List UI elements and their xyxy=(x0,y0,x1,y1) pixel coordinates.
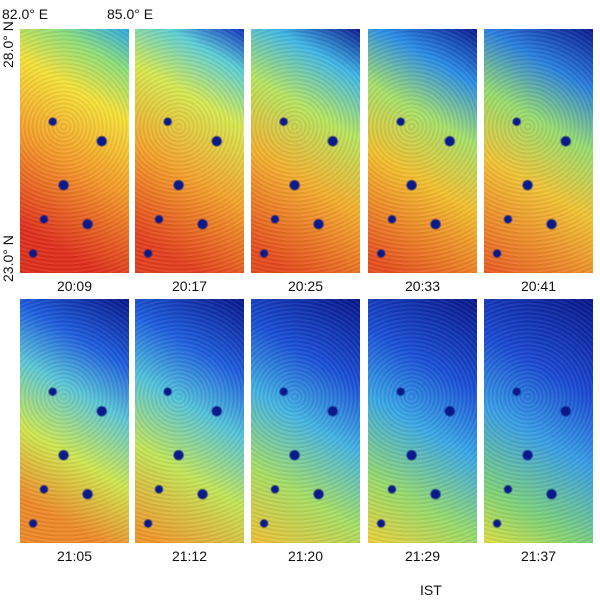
panel-time-label: 20:41 xyxy=(520,278,557,294)
time-zone-label: IST xyxy=(420,582,442,598)
satellite-image-panel xyxy=(368,299,477,543)
panel-time-label: 21:05 xyxy=(56,548,93,564)
satellite-image-panel xyxy=(251,299,360,543)
panel-time-label: 20:17 xyxy=(171,278,208,294)
longitude-label-85e: 85.0° E xyxy=(107,6,154,22)
latitude-label-23n: 23.0° N xyxy=(0,235,16,282)
satellite-image-panel xyxy=(484,299,593,543)
panel-time-label: 21:12 xyxy=(171,548,208,564)
latitude-label-28n: 28.0° N xyxy=(0,21,16,68)
panel-time-label: 21:20 xyxy=(287,548,324,564)
satellite-image-panel xyxy=(368,29,477,273)
satellite-image-panel xyxy=(135,29,244,273)
panel-time-label: 21:29 xyxy=(404,548,441,564)
satellite-image-panel xyxy=(20,29,129,273)
panel-time-label: 20:25 xyxy=(287,278,324,294)
satellite-image-panel xyxy=(135,299,244,543)
panel-time-label: 21:37 xyxy=(520,548,557,564)
panel-time-label: 20:09 xyxy=(56,278,93,294)
panel-time-label: 20:33 xyxy=(404,278,441,294)
longitude-label-82e: 82.0° E xyxy=(2,6,49,22)
satellite-image-panel xyxy=(484,29,593,273)
satellite-image-panel xyxy=(20,299,129,543)
satellite-image-panel xyxy=(251,29,360,273)
